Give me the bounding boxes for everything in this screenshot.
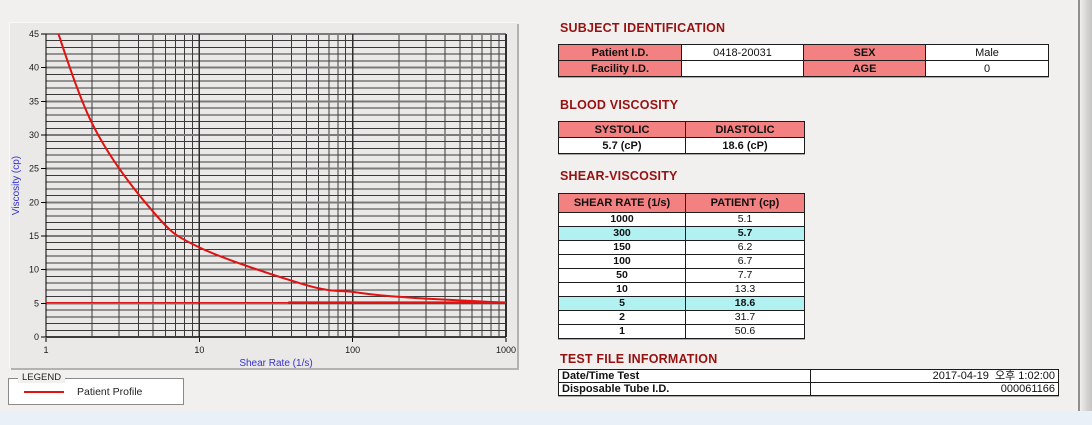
table-row: Date/Time Test 2017-04-19 오후 1:02:00: [558, 369, 1059, 383]
x-tick-label: 100: [345, 345, 360, 355]
patient-viscosity-cell: 7.7: [685, 268, 805, 283]
patient-viscosity-cell: 18.6: [685, 296, 805, 311]
x-tick-label: 1: [43, 345, 48, 355]
y-tick-label: 25: [29, 164, 39, 174]
shear-row: 300 5.7: [558, 226, 805, 241]
shear-row: 1000 5.1: [558, 212, 805, 227]
y-tick-label: 30: [29, 130, 39, 140]
x-tick-label: 10: [194, 345, 204, 355]
y-tick-label: 0: [34, 332, 39, 342]
patient-profile-curve: [57, 34, 506, 304]
age-value: 0: [925, 60, 1049, 77]
disposable-tube-id-value: 000061166: [810, 382, 1059, 396]
table-row: Disposable Tube I.D. 000061166: [558, 382, 1059, 396]
shear-viscosity-table: SHEAR RATE (1/s) PATIENT (cp) 1000 5.1 300…: [558, 193, 805, 339]
subject-identification-title: SUBJECT IDENTIFICATION: [560, 21, 726, 35]
y-tick-label: 40: [29, 63, 39, 73]
shear-row: 10 13.3: [558, 282, 805, 297]
shear-rate-cell: 1: [558, 324, 686, 339]
patient-profile-line-sample: [24, 390, 64, 393]
y-tick-label: 15: [29, 231, 39, 241]
subject-identification-table: Patient I.D. 0418-20031 SEX Male Facilit…: [558, 44, 1049, 77]
legend-entry: Patient Profile: [9, 379, 183, 404]
test-file-information-title: TEST FILE INFORMATION: [560, 352, 718, 366]
systolic-header: SYSTOLIC: [558, 121, 686, 138]
shear-rate-cell: 100: [558, 254, 686, 269]
blood-viscosity-title: BLOOD VISCOSITY: [560, 98, 679, 112]
sex-label: SEX: [803, 44, 926, 61]
y-tick-label: 35: [29, 96, 39, 106]
test-file-information-table: Date/Time Test 2017-04-19 오후 1:02:00 Dis…: [558, 369, 1059, 396]
shear-row: 5 18.6: [558, 296, 805, 311]
shear-rate-cell: 150: [558, 240, 686, 255]
shear-row: 2 31.7: [558, 310, 805, 325]
right-splitter-bar[interactable]: [1078, 0, 1092, 411]
patient-viscosity-cell: 6.7: [685, 254, 805, 269]
legend-box: LEGEND Patient Profile: [8, 372, 184, 405]
shear-rate-cell: 1000: [558, 212, 686, 227]
sex-value: Male: [925, 44, 1049, 61]
patient-viscosity-cell: 31.7: [685, 310, 805, 325]
table-row: SYSTOLIC DIASTOLIC: [558, 121, 805, 138]
shear-table-body: SHEAR RATE (1/s) PATIENT (cp) 1000 5.1 300…: [558, 193, 805, 339]
table-row: Patient I.D. 0418-20031 SEX Male: [558, 44, 1049, 61]
y-tick-label: 5: [34, 298, 39, 308]
facility-id-label: Facility I.D.: [558, 60, 682, 77]
patient-viscosity-cell: 5.1: [685, 212, 805, 227]
diastolic-header: DIASTOLIC: [685, 121, 805, 138]
patient-viscosity-cell: 13.3: [685, 282, 805, 297]
patient-viscosity-cell: 6.2: [685, 240, 805, 255]
x-tick-label: 1000: [496, 345, 516, 355]
viscosity-chart: 0 5 10 15 20 25 30 35 40 45 1 10 100 1000 Shear Rate (…: [10, 23, 517, 368]
age-label: AGE: [803, 60, 926, 77]
blood-viscosity-table: SYSTOLIC DIASTOLIC 5.7 (cP) 18.6 (cP): [558, 121, 805, 154]
y-tick-label: 10: [29, 265, 39, 275]
shear-rate-cell: 10: [558, 282, 686, 297]
shear-row: 150 6.2: [558, 240, 805, 255]
shear-row: 1 50.6: [558, 324, 805, 339]
x-axis-label: Shear Rate (1/s): [239, 358, 312, 368]
facility-id-value: [681, 60, 804, 77]
patient-viscosity-cell: 50.6: [685, 324, 805, 339]
diastolic-value: 18.6 (cP): [685, 137, 805, 154]
systolic-value: 5.7 (cP): [558, 137, 686, 154]
shear-viscosity-title: SHEAR-VISCOSITY: [560, 169, 678, 183]
shear-row: 100 6.7: [558, 254, 805, 269]
table-row: Facility I.D. AGE 0: [558, 60, 1049, 77]
patient-cp-header: PATIENT (cp): [685, 193, 805, 213]
patient-id-value: 0418-20031: [681, 44, 804, 61]
patient-id-label: Patient I.D.: [558, 44, 682, 61]
shear-rate-cell: 300: [558, 226, 686, 241]
bottom-strip: [0, 411, 1092, 425]
disposable-tube-id-label: Disposable Tube I.D.: [558, 382, 811, 396]
shear-row: 50 7.7: [558, 268, 805, 283]
table-row: 5.7 (cP) 18.6 (cP): [558, 137, 805, 154]
shear-rate-cell: 5: [558, 296, 686, 311]
date-time-test-value: 2017-04-19 오후 1:02:00: [810, 369, 1059, 383]
legend-entry-label: Patient Profile: [77, 385, 143, 398]
viscosity-chart-panel: 0 5 10 15 20 25 30 35 40 45 1 10 100 1000 Shear Rate (…: [9, 22, 517, 368]
y-tick-label: 45: [29, 29, 39, 39]
patient-viscosity-cell: 5.7: [685, 226, 805, 241]
shear-rate-header: SHEAR RATE (1/s): [558, 193, 686, 213]
legend-title: LEGEND: [18, 372, 66, 383]
y-tick-label: 20: [29, 197, 39, 207]
y-axis-label: Viscosity (cp): [11, 156, 22, 215]
shear-rate-cell: 50: [558, 268, 686, 283]
date-time-test-label: Date/Time Test: [558, 369, 811, 383]
shear-rate-cell: 2: [558, 310, 686, 325]
table-header-row: SHEAR RATE (1/s) PATIENT (cp): [558, 193, 805, 213]
